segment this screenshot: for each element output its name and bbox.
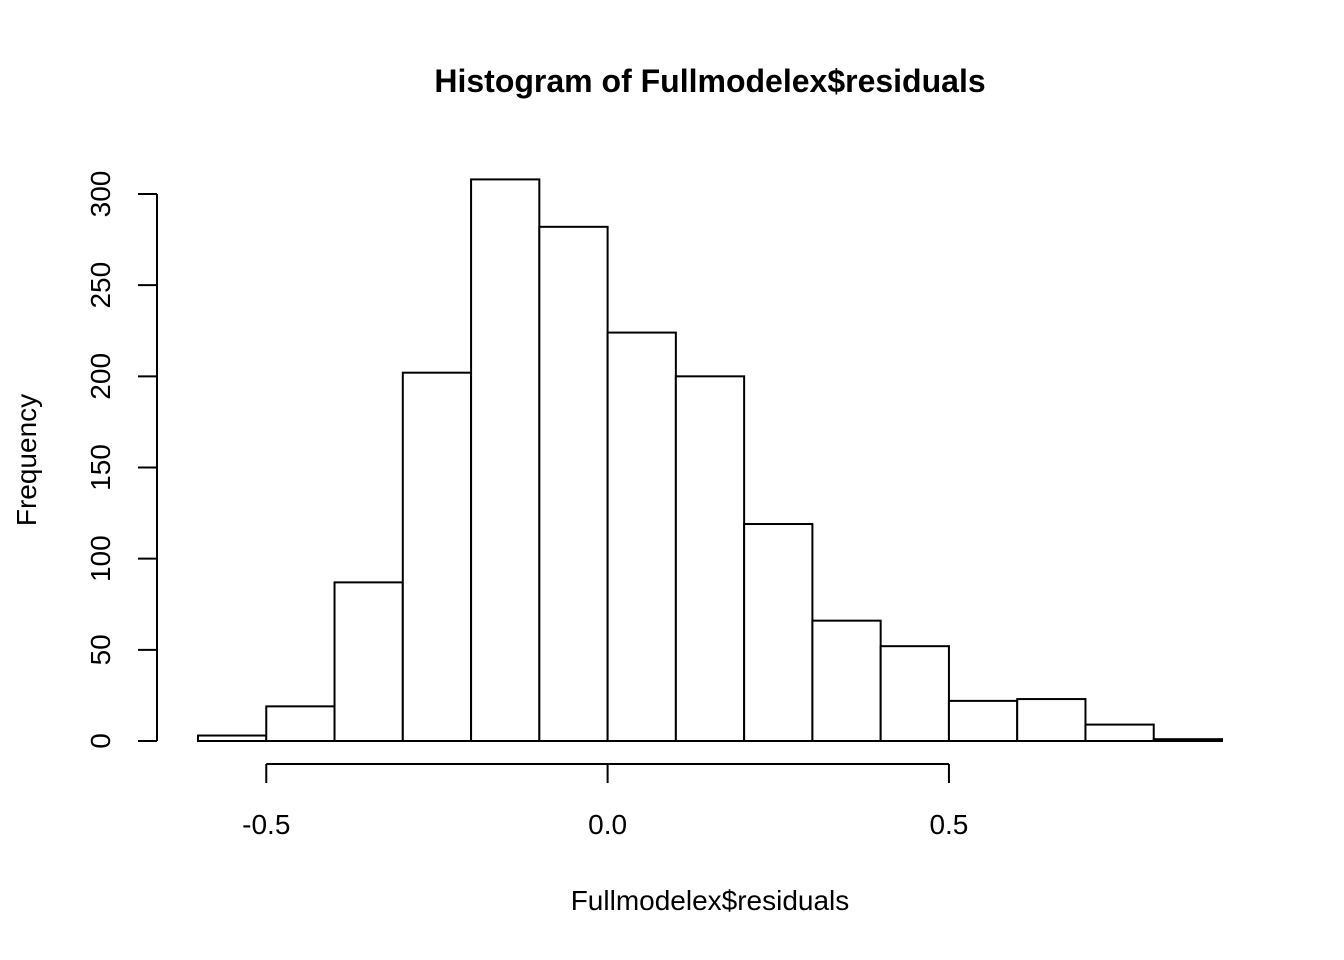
x-tick-label: 0.5 [929, 809, 968, 840]
histogram-bar [811, 619, 882, 742]
x-tick-label: 0.0 [588, 809, 627, 840]
y-tick-label: 150 [85, 444, 116, 491]
histogram-bar [333, 581, 404, 742]
histogram-bar [538, 225, 609, 742]
histogram-bar [879, 645, 950, 742]
y-tick-label: 250 [85, 262, 116, 309]
histogram-bars [197, 178, 1223, 743]
y-tick-label: 300 [85, 171, 116, 218]
y-axis: 0 50 100 150 200 250 300 [85, 171, 158, 749]
x-axis-label: Fullmodelex$residuals [571, 885, 850, 916]
histogram-bar [947, 699, 1019, 742]
y-tick-label: 0 [85, 733, 116, 749]
histogram-bar [1016, 698, 1087, 743]
histogram-bar [470, 178, 541, 742]
y-tick-label: 200 [85, 353, 116, 400]
histogram-bar [1084, 723, 1155, 743]
y-tick-label: 50 [85, 634, 116, 665]
histogram-bar [265, 705, 336, 743]
histogram-bar [743, 523, 814, 742]
y-axis-label: Frequency [11, 394, 42, 526]
histogram-bar [606, 331, 677, 742]
histogram-bar [401, 371, 473, 742]
chart-title: Histogram of Fullmodelex$residuals [434, 63, 985, 99]
y-tick-label: 100 [85, 535, 116, 582]
histogram-bar [674, 375, 746, 742]
x-axis: -0.5 0.0 0.5 [242, 763, 968, 840]
histogram-bar [1152, 738, 1223, 743]
x-tick-label: -0.5 [242, 809, 290, 840]
histogram-bar [197, 734, 268, 743]
